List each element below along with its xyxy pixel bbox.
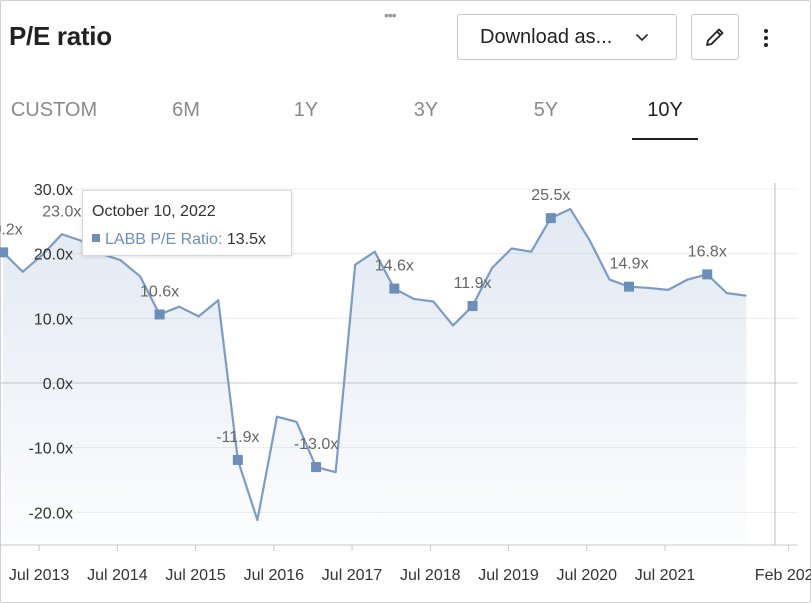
x-tick-label: Jul 2018 <box>400 567 461 584</box>
more-options-button[interactable] <box>754 22 778 54</box>
data-label: 16.8x <box>688 243 727 260</box>
series-line-path <box>2 207 747 522</box>
x-tick-label: Jul 2015 <box>165 567 226 584</box>
data-label: 10.6x <box>140 283 179 300</box>
data-point-marker <box>232 454 243 465</box>
area-fill <box>3 209 747 545</box>
data-point-marker <box>702 269 713 280</box>
x-tick-label: Jul 2021 <box>635 567 696 584</box>
series-area <box>3 209 747 545</box>
x-tick-label: Jul 2016 <box>244 567 305 584</box>
data-point-marker <box>311 462 322 473</box>
chart-title: P/E ratio <box>9 21 112 51</box>
tooltip-value: 13.5x <box>226 231 266 248</box>
x-tick-label: Jul 2014 <box>87 567 148 584</box>
y-tick-label: -10.0x <box>29 441 73 458</box>
tab-3y[interactable]: 3Y <box>413 99 439 121</box>
data-label: 14.6x <box>375 258 414 275</box>
series-line <box>2 207 747 522</box>
tab-custom[interactable]: CUSTOM <box>10 99 98 121</box>
x-tick-label: Feb 2023 <box>755 567 811 584</box>
series-swatch <box>92 233 100 242</box>
y-tick-label: 30.0x <box>34 182 73 199</box>
y-tick-label: 10.0x <box>34 311 73 328</box>
data-point-marker <box>545 213 556 224</box>
tooltip-row: LABB P/E Ratio: 13.5x <box>92 231 266 249</box>
y-tick-label: -20.0x <box>29 505 73 522</box>
download-button-label: Download as... <box>480 25 613 48</box>
chevron-down-icon <box>636 34 648 41</box>
pe-ratio-chart[interactable]: 20.2x 23.0x 10.6x -11.9x -13.0x 14.6x 11.9x 25.… <box>0 140 811 603</box>
x-tick-label: Jul 2017 <box>322 567 383 584</box>
x-tick-label: Jul 2013 <box>9 567 70 584</box>
y-tick-label: 20.0x <box>34 247 73 264</box>
edit-button[interactable] <box>691 14 739 60</box>
pencil-icon <box>706 28 724 46</box>
tab-10y[interactable]: 10Y <box>632 96 698 140</box>
x-tick-label: Jul 2019 <box>478 567 539 584</box>
data-label: -13.0x <box>294 436 338 453</box>
tab-6m[interactable]: 6M <box>172 99 200 121</box>
tooltip-series-name: LABB P/E Ratio: <box>105 231 223 248</box>
tab-5y[interactable]: 5Y <box>533 99 559 121</box>
drag-handle-icon[interactable]: ••• <box>384 7 397 23</box>
data-point-marker <box>0 247 9 258</box>
data-point-marker <box>389 283 400 294</box>
x-tick-label: Jul 2020 <box>557 567 618 584</box>
y-tick-label: 0.0x <box>43 376 73 393</box>
data-point-marker <box>154 309 165 320</box>
tab-1y[interactable]: 1Y <box>293 99 319 121</box>
series-markers <box>0 213 713 473</box>
data-label: 25.5x <box>531 187 570 204</box>
data-label: 14.9x <box>609 256 648 273</box>
more-vertical-icon <box>764 29 768 47</box>
axes: 30.0x 20.0x 10.0x 0.0x -10.0x -20.0x Jul 2013 J… <box>0 182 811 584</box>
download-button[interactable]: Download as... <box>457 14 677 60</box>
data-point-marker <box>467 301 478 312</box>
data-point-marker <box>624 281 635 292</box>
hover-tooltip: October 10, 2022 LABB P/E Ratio: 13.5x <box>82 190 292 256</box>
data-labels: 20.2x 23.0x 10.6x -11.9x -13.0x 14.6x 11.9x 25.… <box>0 187 727 453</box>
data-label: 23.0x <box>42 203 81 220</box>
data-label: 11.9x <box>454 275 492 292</box>
data-label: -11.9x <box>216 429 259 446</box>
tooltip-date: October 10, 2022 <box>92 203 216 220</box>
range-tabs: CUSTOM 6M 1Y 3Y 5Y 10Y <box>0 96 811 140</box>
data-label: 20.2x <box>0 221 23 238</box>
